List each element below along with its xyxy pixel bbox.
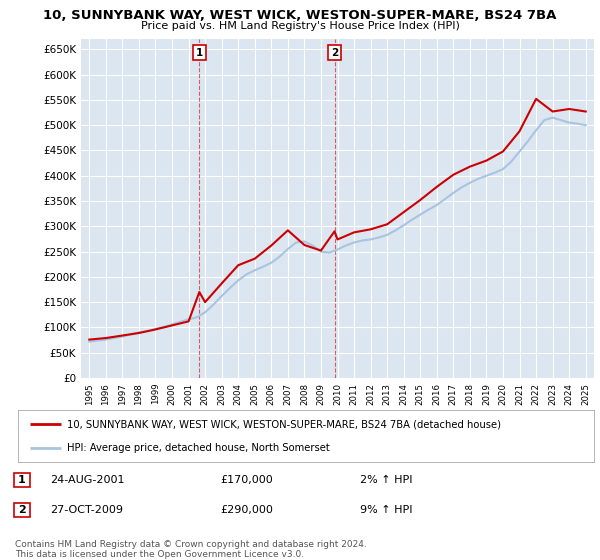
Text: Price paid vs. HM Land Registry's House Price Index (HPI): Price paid vs. HM Land Registry's House …: [140, 21, 460, 31]
Text: 27-OCT-2009: 27-OCT-2009: [50, 505, 123, 515]
Text: 2: 2: [18, 505, 26, 515]
Text: HPI: Average price, detached house, North Somerset: HPI: Average price, detached house, Nort…: [67, 443, 330, 453]
FancyBboxPatch shape: [14, 503, 30, 517]
Text: 2% ↑ HPI: 2% ↑ HPI: [360, 475, 413, 485]
Text: Contains HM Land Registry data © Crown copyright and database right 2024.
This d: Contains HM Land Registry data © Crown c…: [15, 540, 367, 559]
Text: 2: 2: [331, 48, 338, 58]
FancyBboxPatch shape: [14, 473, 30, 487]
Text: 1: 1: [18, 475, 26, 485]
Text: £170,000: £170,000: [220, 475, 273, 485]
Text: 24-AUG-2001: 24-AUG-2001: [50, 475, 125, 485]
Text: 1: 1: [196, 48, 203, 58]
Text: 10, SUNNYBANK WAY, WEST WICK, WESTON-SUPER-MARE, BS24 7BA (detached house): 10, SUNNYBANK WAY, WEST WICK, WESTON-SUP…: [67, 419, 501, 430]
Text: 10, SUNNYBANK WAY, WEST WICK, WESTON-SUPER-MARE, BS24 7BA: 10, SUNNYBANK WAY, WEST WICK, WESTON-SUP…: [43, 9, 557, 22]
Text: £290,000: £290,000: [220, 505, 273, 515]
Text: 9% ↑ HPI: 9% ↑ HPI: [360, 505, 413, 515]
